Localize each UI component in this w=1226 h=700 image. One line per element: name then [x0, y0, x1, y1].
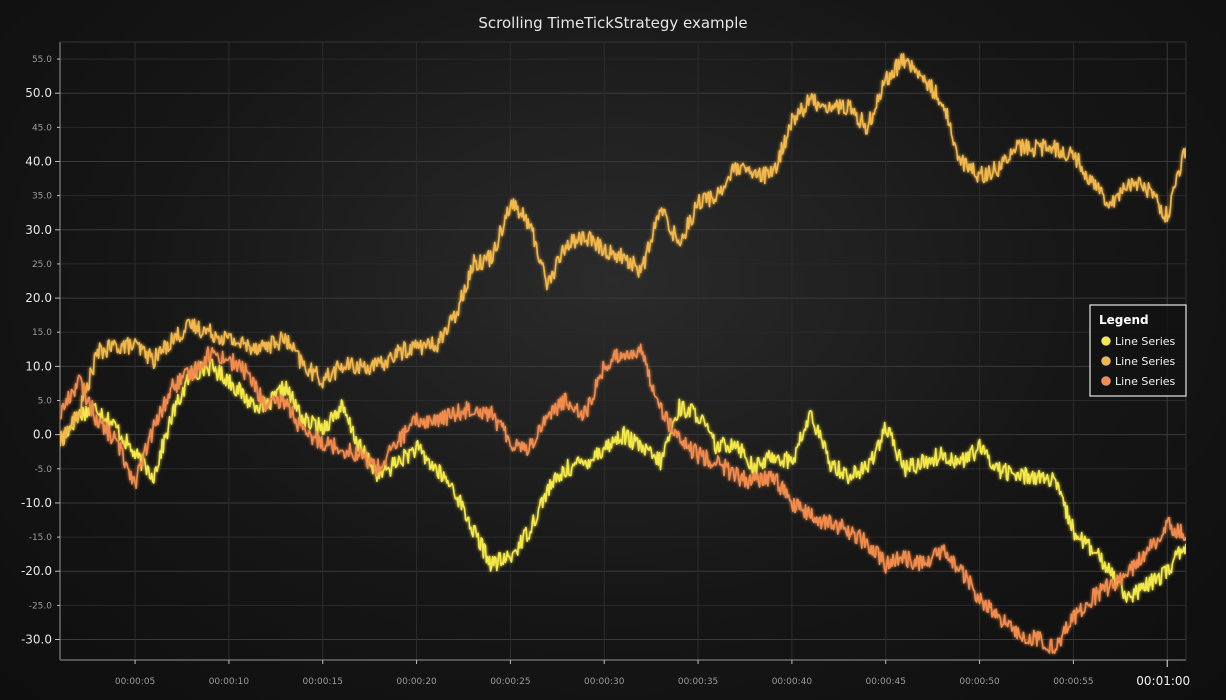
y-tick-label: -20.0 [21, 564, 52, 578]
legend-entry[interactable]: Line Series [1101, 355, 1176, 368]
legend-title: Legend [1099, 313, 1149, 327]
x-tick-label: 00:00:15 [303, 677, 343, 687]
y-tick-label: 55.0 [32, 55, 52, 65]
y-tick-label: 15.0 [32, 328, 52, 338]
legend-swatch [1101, 336, 1111, 346]
legend-entry[interactable]: Line Series [1101, 375, 1176, 388]
chart-title: Scrolling TimeTickStrategy example [478, 14, 747, 32]
series-line-3 [60, 343, 1186, 655]
legend-entries: Line Series Line Series Line Series [1101, 335, 1176, 388]
legend-swatch [1101, 376, 1111, 386]
x-tick-label: 00:00:35 [678, 677, 718, 687]
grid-lines [60, 42, 1186, 660]
x-tick-label-major: 00:01:00 [1136, 674, 1190, 688]
series-line-2 [60, 53, 1186, 447]
y-tick-label: 50.0 [25, 86, 52, 100]
x-tick-label: 00:00:20 [396, 677, 437, 687]
legend-label: Line Series [1115, 335, 1176, 348]
y-tick-label: 35.0 [32, 192, 52, 202]
x-tick-label: 00:00:25 [490, 677, 530, 687]
y-tick-label: 30.0 [25, 223, 52, 237]
x-axis-ticks: 00:00:05 00:00:10 00:00:15 00:00:20 00:00:25… [115, 660, 1190, 688]
y-tick-label: -5.0 [34, 465, 52, 475]
y-tick-label: -25.0 [29, 601, 53, 611]
x-tick-label: 00:00:50 [959, 677, 1000, 687]
legend-label: Line Series [1115, 355, 1176, 368]
x-tick-label: 00:00:55 [1053, 677, 1093, 687]
x-tick-label: 00:00:40 [772, 677, 813, 687]
series-group [60, 53, 1186, 655]
y-tick-label: -15.0 [29, 533, 53, 543]
x-tick-label: 00:00:10 [209, 677, 250, 687]
y-tick-label: -30.0 [21, 633, 52, 647]
legend-swatch [1101, 356, 1111, 366]
y-tick-label: -10.0 [21, 496, 52, 510]
y-tick-label: 40.0 [25, 155, 52, 169]
y-tick-label: 0.0 [33, 428, 52, 442]
y-tick-label: 5.0 [38, 397, 53, 407]
x-tick-label: 00:00:45 [866, 677, 906, 687]
legend[interactable]: Legend Line Series Line Series Line Series [1089, 304, 1187, 397]
y-axis-ticks: -30.0 -20.0 -10.0 0.0 10.0 20.0 30.0 40.0 50.0 -2… [21, 55, 60, 647]
x-tick-label: 00:00:30 [584, 677, 625, 687]
legend-label: Line Series [1115, 375, 1176, 388]
y-tick-label: 20.0 [25, 291, 52, 305]
x-tick-label: 00:00:05 [115, 677, 155, 687]
y-tick-label: 45.0 [32, 123, 52, 133]
legend-entry[interactable]: Line Series [1101, 335, 1176, 348]
series-line-1 [60, 358, 1186, 603]
y-tick-label: 10.0 [25, 359, 52, 373]
y-tick-label: 25.0 [32, 260, 52, 270]
